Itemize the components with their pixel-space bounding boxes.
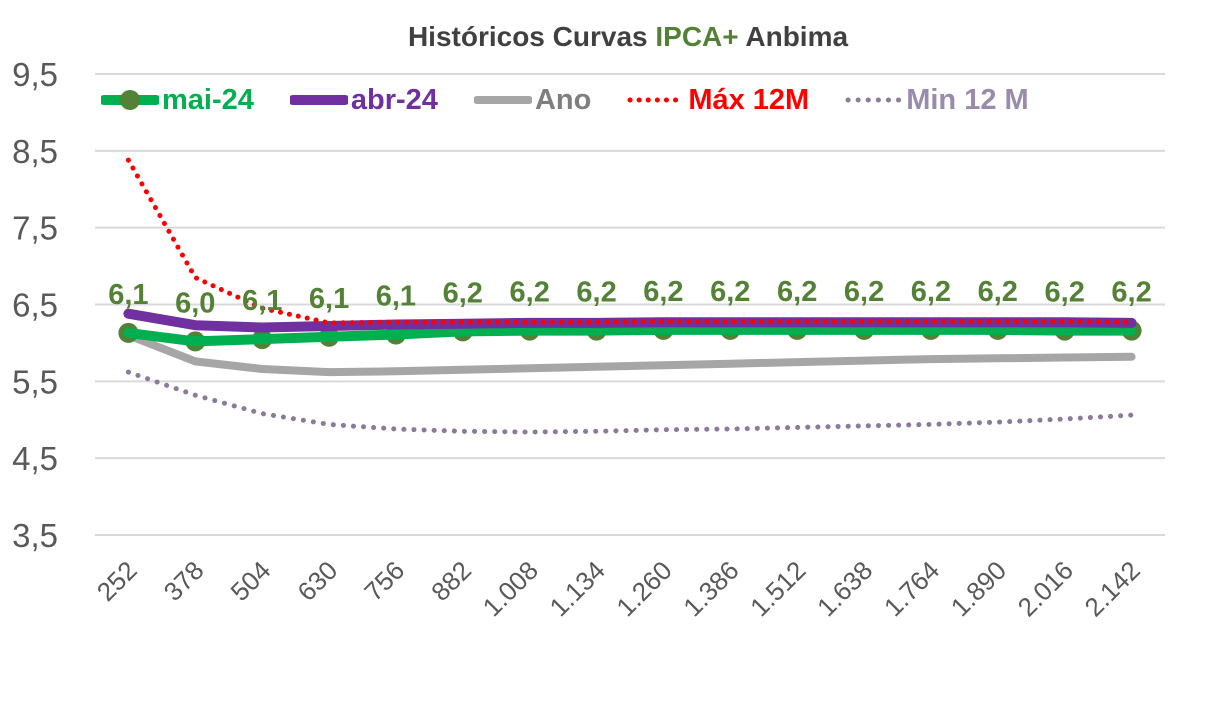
legend-label: abr-24 (350, 83, 438, 116)
legend-swatch-abr-24 (289, 95, 348, 105)
legend-label: mai-24 (162, 83, 254, 116)
series-line-Min 12 M (125, 369, 1135, 435)
legend-item-Ano: Ano (473, 83, 592, 116)
data-label: 6,2 (443, 277, 483, 309)
y-axis-tick: 9,5 (12, 56, 58, 93)
x-axis-tick: 252 (91, 555, 143, 607)
data-label: 6,2 (510, 277, 550, 309)
legend-swatch-Min 12 M (845, 97, 903, 103)
data-label: 6,1 (108, 279, 148, 311)
x-axis-tick: 1.134 (544, 555, 611, 622)
data-label: 6,1 (309, 283, 349, 315)
data-label: 6,2 (643, 276, 683, 308)
data-label: 6,2 (576, 277, 616, 309)
x-axis-tick: 2.016 (1012, 555, 1079, 622)
series-line-Ano (124, 331, 1136, 377)
data-label: 6,2 (844, 276, 884, 308)
legend-label: Máx 12M (688, 83, 810, 116)
series-line-abr-24 (123, 308, 1137, 333)
chart-title: Históricos Curvas IPCA+ Anbima (45, 21, 1211, 53)
x-axis-tick: 1.890 (945, 555, 1012, 622)
x-axis-tick: 1.764 (878, 555, 945, 622)
legend-swatch-Ano (473, 96, 532, 104)
data-label: 6,0 (175, 287, 215, 319)
y-axis-tick: 5,5 (12, 363, 58, 400)
data-label: 6,2 (911, 276, 951, 308)
series-line-mai-24 (123, 324, 1137, 347)
title-highlight: IPCA+ (655, 21, 739, 52)
x-axis-tick: 1.638 (811, 555, 878, 622)
data-label: 6,2 (1111, 277, 1151, 309)
data-label: 6,2 (978, 276, 1018, 308)
chart-legend: mai-24 abr-24 Ano Máx 12M Min 12 M (101, 84, 1029, 116)
data-label: 6,2 (1045, 277, 1085, 309)
data-label: 6,2 (777, 276, 817, 308)
legend-item-abr-24: abr-24 (289, 83, 438, 116)
x-axis-tick: 1.008 (477, 555, 544, 622)
x-axis-tick: 2.142 (1079, 555, 1146, 622)
x-axis-tick: 504 (225, 555, 277, 607)
x-axis-tick: 378 (158, 555, 210, 607)
data-label: 6,1 (376, 281, 416, 313)
x-axis-tick: 630 (291, 555, 343, 607)
series-line-Máx 12M (125, 157, 1135, 326)
legend-swatch-mai-24 (101, 90, 159, 110)
data-label: 6,1 (242, 285, 282, 317)
legend-swatch-Máx 12M (627, 97, 685, 103)
x-axis-tick: 1.386 (677, 555, 744, 622)
x-axis-tick: 1.260 (610, 555, 677, 622)
y-axis-tick: 3,5 (12, 517, 58, 554)
x-axis-tick: 1.512 (744, 555, 811, 622)
legend-item-Min 12 M: Min 12 M (845, 83, 1029, 116)
legend-item-mai-24: mai-24 (101, 83, 254, 116)
x-axis-tick: 882 (425, 555, 477, 607)
legend-label: Ano (534, 83, 592, 116)
legend-item-Máx 12M: Máx 12M (627, 83, 810, 116)
title-text-left: Históricos Curvas (407, 21, 656, 52)
data-label: 6,2 (710, 276, 750, 308)
y-axis-tick: 4,5 (12, 440, 58, 477)
y-axis-tick: 8,5 (12, 133, 58, 170)
x-axis-tick: 756 (358, 555, 410, 607)
legend-label: Min 12 M (906, 83, 1029, 116)
legend-marker-sample (120, 90, 140, 110)
y-axis-tick: 7,5 (12, 210, 58, 247)
y-axis-tick: 6,5 (12, 287, 58, 324)
title-text-right: Anbima (738, 21, 849, 52)
